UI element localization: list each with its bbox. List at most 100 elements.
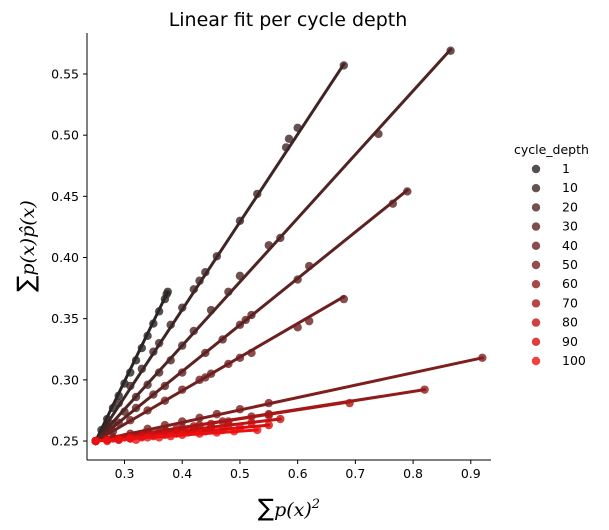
point-20-14 [374,129,383,139]
legend-marker-80 [531,318,541,327]
point-80-12 [276,414,285,424]
point-100-5 [143,433,152,442]
point-10-4 [137,364,147,374]
point-100-8 [178,430,187,440]
legend-marker-90 [531,337,541,346]
point-10-8 [178,303,187,312]
point-1-10 [149,319,158,328]
point-30-9 [241,315,250,325]
legend-label-100: 100 [562,353,586,368]
point-100-4 [131,435,141,445]
point-20-4 [143,380,152,389]
point-50-7 [212,409,222,419]
y-axis-label-sum: ∑ [12,276,40,292]
point-40-9 [224,359,233,369]
point-10-10 [195,276,204,285]
point-10-14 [253,189,262,199]
legend-marker-20 [531,203,541,212]
legend-label-80: 80 [562,315,578,330]
plot-area [91,46,487,446]
point-10-7 [166,320,175,330]
y-tick-label-0: 0.25 [51,434,79,449]
point-50-10 [478,353,487,363]
point-50-6 [195,413,204,422]
x-tick-label-5: 0.8 [403,466,423,481]
x-axis-label: ∑p(x)2 [258,494,320,522]
point-20-8 [189,326,198,336]
point-20-6 [166,356,175,365]
point-10-2 [114,398,123,408]
point-10-9 [189,285,198,294]
point-100-1 [103,436,112,446]
series-40 [91,294,349,446]
point-40-3 [143,406,152,415]
point-20-12 [264,241,273,250]
point-40-12 [293,323,302,332]
point-30-6 [201,348,210,358]
point-30-7 [218,335,227,344]
point-30-4 [160,381,170,391]
y-axis-label-expr: p(x)p̂(x) [17,200,39,275]
x-tick-label-2: 0.5 [230,466,250,481]
point-20-10 [224,287,233,296]
legend-marker-70 [531,299,541,308]
point-1-14 [163,287,172,296]
point-30-13 [388,199,398,208]
y-axis-label: ∑p(x)p̂(x) [12,200,40,292]
fit-line-40 [94,295,346,443]
legend-marker-1 [531,164,541,174]
series-20 [91,46,455,446]
legend-marker-100 [531,356,541,366]
y-tick-label-1: 0.30 [51,372,79,387]
legend-label-30: 30 [562,219,578,234]
y-tick-label-6: 0.55 [51,66,79,81]
x-axis-label-sum: ∑ [258,494,274,522]
legend-marker-30 [531,222,541,231]
series-1 [91,287,172,446]
x-tick-label-4: 0.7 [345,466,365,481]
point-50-8 [235,405,245,414]
point-30-5 [178,368,187,377]
point-1-6 [126,368,135,377]
point-20-5 [154,368,164,377]
point-100-10 [212,428,222,437]
point-40-13 [305,316,314,326]
point-100-6 [154,433,164,442]
point-30-8 [235,320,245,330]
point-70-10 [345,398,354,408]
legend-label-50: 50 [562,257,578,272]
point-20-7 [178,341,187,350]
x-axis-label-sup: 2 [311,497,320,512]
y-tick-label-5: 0.50 [51,128,79,143]
point-1-11 [154,307,164,316]
point-30-10 [247,310,256,320]
point-20-9 [206,305,216,315]
x-ticks: 0.3 0.4 0.5 0.6 0.7 0.8 0.9 [115,460,481,481]
legend-marker-40 [531,241,541,250]
x-axis-label-expr: p(x) [274,499,312,521]
legend-marker-10 [531,184,541,193]
point-1-9 [143,331,152,341]
fit-line-50 [94,356,484,443]
point-1-4 [114,391,123,400]
point-40-1 [108,427,118,436]
point-10-18 [339,61,349,70]
legend-label-60: 60 [562,276,578,291]
legend-label-40: 40 [562,238,578,253]
legend-label-10: 10 [562,180,578,195]
point-40-5 [178,385,187,394]
legend-label-20: 20 [562,199,578,214]
point-40-4 [160,396,170,405]
point-20-11 [235,271,245,281]
legend: cycle_depth 1 10 20 30 40 50 60 70 80 90 100 [514,142,589,368]
point-80-11 [247,418,256,427]
point-90-12 [264,420,273,430]
point-10-11 [201,267,210,277]
point-20-2 [120,407,129,416]
fit-line-10 [94,62,346,443]
point-20-13 [276,233,285,243]
point-20-3 [131,392,141,402]
x-tick-label-3: 0.6 [288,466,308,481]
x-tick-label-1: 0.4 [172,466,192,481]
point-100-2 [114,435,123,445]
